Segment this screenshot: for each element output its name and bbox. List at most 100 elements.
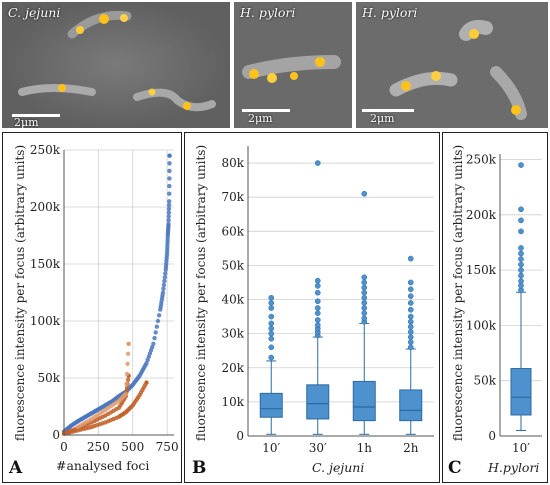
y-tick-label: 200k — [30, 200, 61, 214]
panel-b-ylabel: fluorescence intensity per focus (arbitr… — [194, 144, 208, 442]
data-point — [156, 313, 162, 318]
micro-image-1 — [2, 2, 230, 128]
outlier-point — [518, 272, 524, 279]
data-point — [161, 282, 167, 288]
outlier-point — [314, 283, 321, 289]
outlier-point — [407, 318, 414, 325]
outlier-point — [361, 289, 368, 296]
data-point — [144, 380, 149, 385]
outlier-point — [361, 305, 368, 311]
outlier-point — [518, 261, 524, 268]
box-iqr — [352, 380, 376, 422]
outlier-point — [407, 339, 414, 346]
outlier-point — [268, 335, 275, 342]
micro-label-1: C. jejuni — [8, 5, 61, 20]
panel-c-letter: C — [448, 458, 462, 478]
outlier-point — [314, 277, 321, 284]
data-point — [162, 278, 167, 284]
data-point — [160, 290, 166, 295]
outlier-point — [518, 228, 524, 235]
outlier-point — [268, 330, 275, 337]
outlier-point — [361, 300, 368, 306]
outlier-point — [268, 294, 275, 301]
micro-panel-c-jejuni: C. jejuni 2μm — [2, 2, 230, 128]
y-tick-label: 0 — [236, 429, 244, 443]
data-point — [162, 275, 168, 280]
outlier-point — [407, 306, 414, 313]
outlier-point — [518, 267, 524, 273]
data-point — [124, 385, 130, 391]
outlier-point — [518, 256, 524, 262]
micro-image-3 — [356, 2, 548, 128]
micro-panel-h-pylori-2: H. pylori 2μm — [356, 2, 548, 128]
data-point — [167, 153, 172, 158]
scalebar-label-2: 2μm — [248, 112, 273, 125]
data-point — [125, 377, 131, 383]
data-point — [155, 318, 161, 324]
data-point — [124, 371, 130, 377]
y-tick-label: 150k — [466, 263, 497, 277]
outlier-point — [407, 344, 414, 351]
data-point — [167, 161, 172, 166]
y-tick-label: 200k — [466, 208, 497, 222]
x-tick-label: 1h — [357, 441, 373, 455]
outlier-point — [361, 294, 368, 301]
scalebar-label-1: 2μm — [14, 116, 39, 128]
y-tick-label: 0 — [488, 429, 496, 443]
outlier-point — [268, 320, 275, 327]
panel-c-frame — [442, 132, 548, 483]
data-point — [124, 381, 129, 387]
data-point — [166, 221, 171, 227]
panel-a-ylabel: fluorescence intensity per focus (arbitr… — [13, 144, 27, 442]
panel-a-letter: A — [9, 458, 23, 478]
x-tick-label: 0 — [60, 440, 68, 454]
outlier-point — [361, 190, 368, 197]
x-tick-label: 500 — [121, 440, 144, 454]
outlier-point — [407, 323, 414, 330]
data-point — [152, 335, 157, 341]
panel-b-xlabel: C. jejuni — [312, 460, 365, 475]
data-point — [166, 218, 171, 223]
panel-b-frame — [184, 132, 440, 483]
outlier-point — [268, 300, 275, 306]
panel-c-xlabel: H.pylori — [488, 460, 540, 475]
data-point — [153, 330, 158, 335]
outlier-point — [518, 206, 524, 213]
data-point — [167, 191, 172, 196]
y-tick-label: 20k — [221, 361, 244, 375]
data-point — [125, 351, 131, 357]
x-tick-label: 2h — [403, 441, 419, 455]
x-tick-label: 10′ — [262, 441, 280, 455]
box-iqr — [510, 368, 532, 416]
y-tick-label: 100k — [30, 314, 61, 328]
x-tick-label: 10′ — [512, 441, 530, 455]
x-tick-label: 30′ — [309, 441, 327, 455]
y-tick-label: 70k — [221, 190, 244, 204]
outlier-point — [407, 293, 414, 299]
outlier-point — [407, 286, 414, 293]
outlier-point — [314, 298, 321, 305]
outlier-point — [407, 313, 414, 320]
data-point — [166, 210, 172, 215]
outlier-point — [268, 305, 275, 311]
data-point — [166, 214, 171, 219]
y-tick-label: 80k — [221, 156, 244, 170]
data-point — [123, 391, 129, 397]
y-tick-label: 50k — [221, 258, 244, 272]
data-point — [167, 168, 172, 174]
data-point — [161, 286, 166, 291]
outlier-point — [518, 278, 524, 285]
data-point — [166, 206, 172, 212]
data-point — [154, 324, 160, 329]
y-tick-label: 30k — [221, 327, 244, 341]
chart-c: 0 50k 100k 150k 200k 250k 10′ — [466, 153, 542, 455]
y-tick-label: 250k — [466, 153, 497, 167]
y-tick-label: 10k — [221, 395, 244, 409]
y-tick-label: 100k — [466, 318, 497, 332]
micro-image-2 — [234, 2, 352, 128]
x-tick-label: 250 — [87, 440, 110, 454]
data-point — [167, 183, 172, 189]
y-tick-label: 0 — [52, 428, 60, 442]
outlier-point — [361, 315, 368, 322]
outlier-point — [314, 310, 321, 317]
